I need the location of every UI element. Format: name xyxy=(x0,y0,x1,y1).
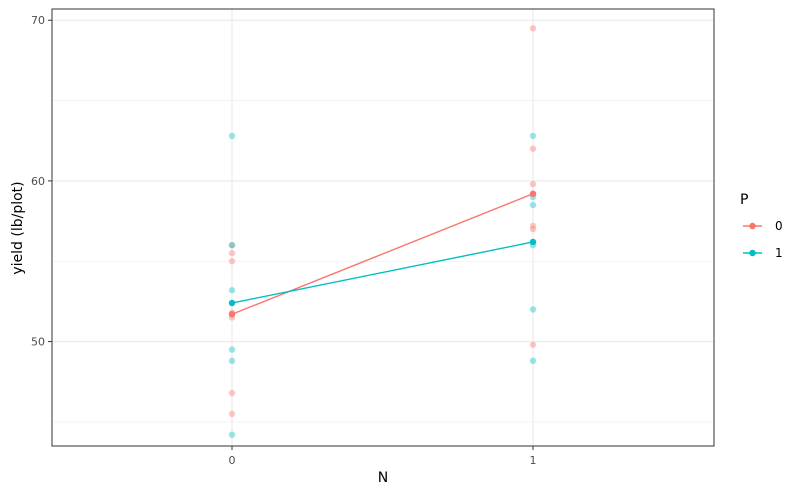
plot-border xyxy=(51,8,715,447)
data-point-series-0 xyxy=(228,389,236,397)
y-tick-label: 70 xyxy=(31,14,45,27)
x-axis-title: N xyxy=(378,470,388,486)
mean-line-series-0 xyxy=(231,193,534,315)
data-point-series-0 xyxy=(529,222,537,230)
data-point-series-0 xyxy=(529,180,537,188)
legend-key-point xyxy=(749,222,756,230)
data-point-series-1 xyxy=(228,346,236,353)
data-point-series-1 xyxy=(228,431,236,438)
x-tick-label: 0 xyxy=(229,454,236,467)
data-point-series-1 xyxy=(529,306,537,313)
data-point-series-0 xyxy=(228,410,236,418)
data-point-series-1 xyxy=(529,132,537,140)
legend-title: P xyxy=(740,192,748,208)
data-point-series-0 xyxy=(228,258,236,265)
data-point-series-1 xyxy=(228,357,236,365)
mean-lines xyxy=(228,190,537,318)
data-point-series-0 xyxy=(529,25,537,32)
data-point-series-0 xyxy=(529,225,537,233)
data-point-series-0 xyxy=(529,341,537,348)
y-tick-label: 60 xyxy=(31,175,45,188)
mean-line-series-1 xyxy=(231,241,534,304)
y-axis-title: yield (lb/plot) xyxy=(10,181,26,274)
data-point-series-0 xyxy=(228,250,236,257)
mean-point-series-1 xyxy=(228,299,236,307)
data-point-series-0 xyxy=(228,241,236,249)
data-point-series-0 xyxy=(529,145,537,152)
legend-label: 1 xyxy=(775,246,783,260)
legend: P 01 xyxy=(740,192,783,260)
data-point-series-1 xyxy=(228,241,236,249)
y-axis: 50 60 70 xyxy=(31,14,52,349)
data-point-series-1 xyxy=(529,357,537,365)
mean-point-series-0 xyxy=(529,190,537,197)
legend-entries: 01 xyxy=(743,219,783,260)
data-point-series-1 xyxy=(228,286,236,294)
mean-point-series-0 xyxy=(228,311,236,318)
grid xyxy=(52,9,714,446)
y-tick-label: 50 xyxy=(31,336,45,349)
x-tick-label: 1 xyxy=(530,454,537,467)
legend-label: 0 xyxy=(775,219,783,233)
legend-key-point xyxy=(749,249,756,257)
data-point-series-1 xyxy=(228,132,236,140)
mean-point-series-1 xyxy=(529,238,537,246)
data-point-series-1 xyxy=(529,201,537,209)
plot-panel xyxy=(52,9,714,446)
